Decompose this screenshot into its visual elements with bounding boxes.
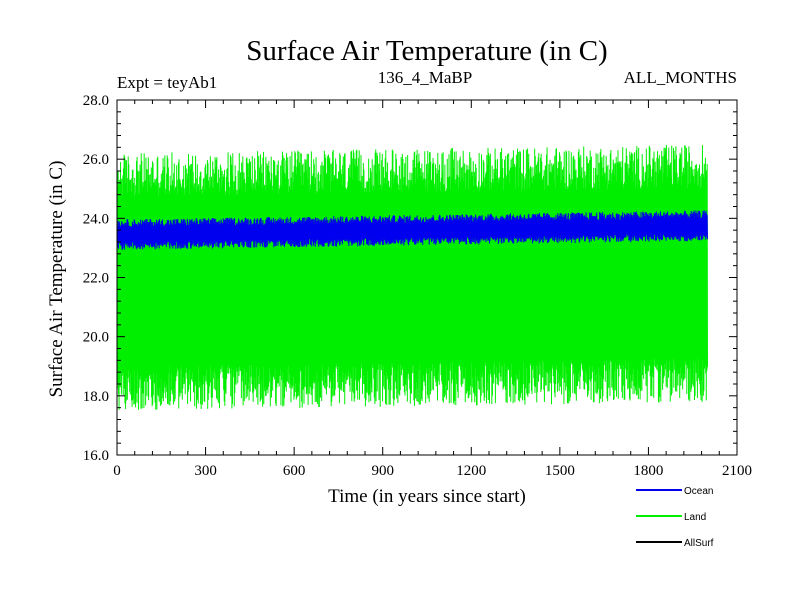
experiment-label: Expt = teyAb1 [117,73,217,92]
chart-title: Surface Air Temperature (in C) [246,35,607,67]
x-tick-labels: 0 300 600 900 1200 1500 1800 2100 [113,463,752,479]
legend-land-label: Land [684,512,706,523]
x-tick-label: 300 [194,463,217,479]
y-tick-label: 22.0 [83,271,109,287]
y-tick-label: 28.0 [83,93,109,109]
x-tick-label: 900 [371,463,394,479]
x-tick-label: 1800 [633,463,663,479]
ocean-series [116,210,708,250]
y-tick-label: 20.0 [83,330,109,346]
y-tick-label: 18.0 [83,389,109,405]
y-tick-label: 24.0 [83,211,109,227]
y-tick-labels: 16.0 18.0 20.0 22.0 24.0 26.0 28.0 [83,93,109,464]
x-axis-label: Time (in years since start) [328,486,526,507]
period-label: 136_4_MaBP [378,68,472,87]
legend-ocean-label: Ocean [684,486,713,497]
x-tick-label: 600 [283,463,306,479]
y-tick-label: 16.0 [83,448,109,464]
x-tick-label: 2100 [722,463,752,479]
land-series [116,144,708,410]
y-axis-label: Surface Air Temperature (in C) [46,161,67,398]
ocean-series-line [116,210,708,250]
months-label: ALL_MONTHS [624,68,737,87]
legend: Ocean Land AllSurf [636,486,714,549]
y-tick-label: 26.0 [83,152,109,168]
x-tick-label: 1200 [456,463,486,479]
x-tick-label: 0 [113,463,121,479]
land-series-line [116,144,708,410]
legend-allsurf-label: AllSurf [684,538,714,549]
axis-ticks [116,99,738,456]
x-tick-label: 1500 [545,463,575,479]
